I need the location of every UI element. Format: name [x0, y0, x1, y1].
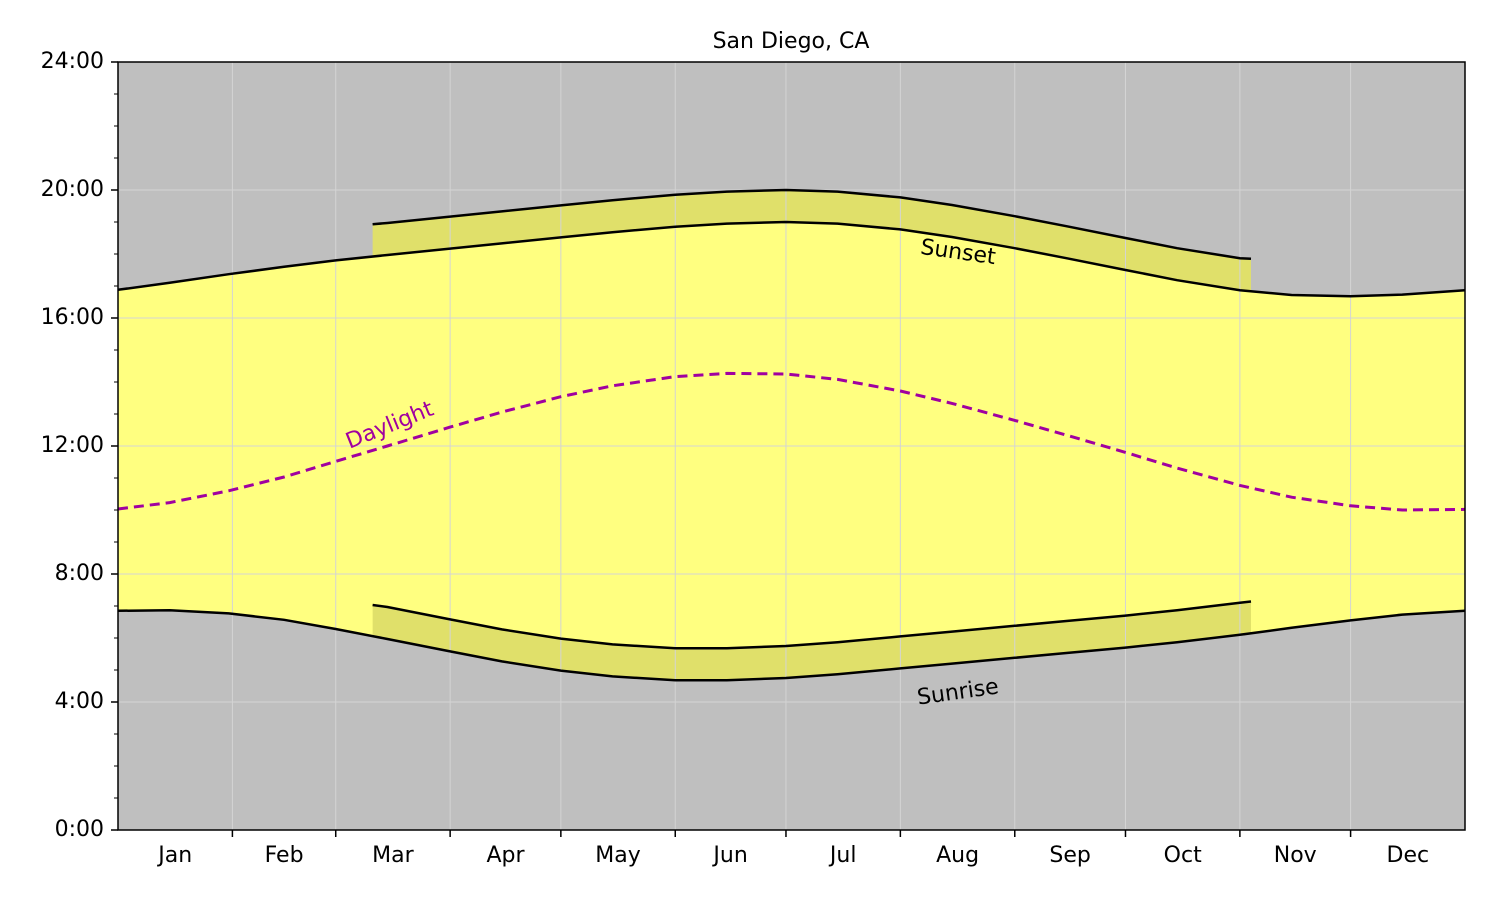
x-tick-label: Jan — [156, 843, 192, 868]
x-tick-label: Jun — [711, 843, 747, 868]
y-tick-label: 0:00 — [55, 817, 104, 842]
x-tick-label: Nov — [1274, 843, 1317, 868]
x-tick-label: Apr — [486, 843, 525, 868]
chart-title: San Diego, CA — [713, 29, 870, 54]
x-tick-label: May — [595, 843, 640, 868]
fill-between — [372, 601, 1251, 681]
x-tick-label: Oct — [1164, 843, 1202, 868]
fill-between — [372, 190, 1251, 292]
x-tick-label: Jul — [828, 843, 857, 868]
y-tick-label: 4:00 — [55, 689, 104, 714]
line — [117, 371, 1466, 512]
x-tick-label: Feb — [265, 843, 304, 868]
y-tick-label: 20:00 — [41, 177, 104, 202]
line — [117, 608, 1466, 682]
line — [372, 188, 1252, 261]
y-tick-label: 24:00 — [41, 49, 104, 74]
x-tick-label: Sep — [1049, 843, 1090, 868]
y-tick-label: 8:00 — [55, 561, 104, 586]
x-tick-label: Aug — [936, 843, 979, 868]
y-tick-label: 16:00 — [41, 305, 104, 330]
line — [372, 600, 1252, 650]
y-tick-label: 12:00 — [41, 433, 104, 458]
x-tick-label: Mar — [372, 843, 414, 868]
line — [117, 220, 1466, 298]
fill-between — [118, 222, 1465, 681]
x-tick-label: Dec — [1387, 843, 1430, 868]
